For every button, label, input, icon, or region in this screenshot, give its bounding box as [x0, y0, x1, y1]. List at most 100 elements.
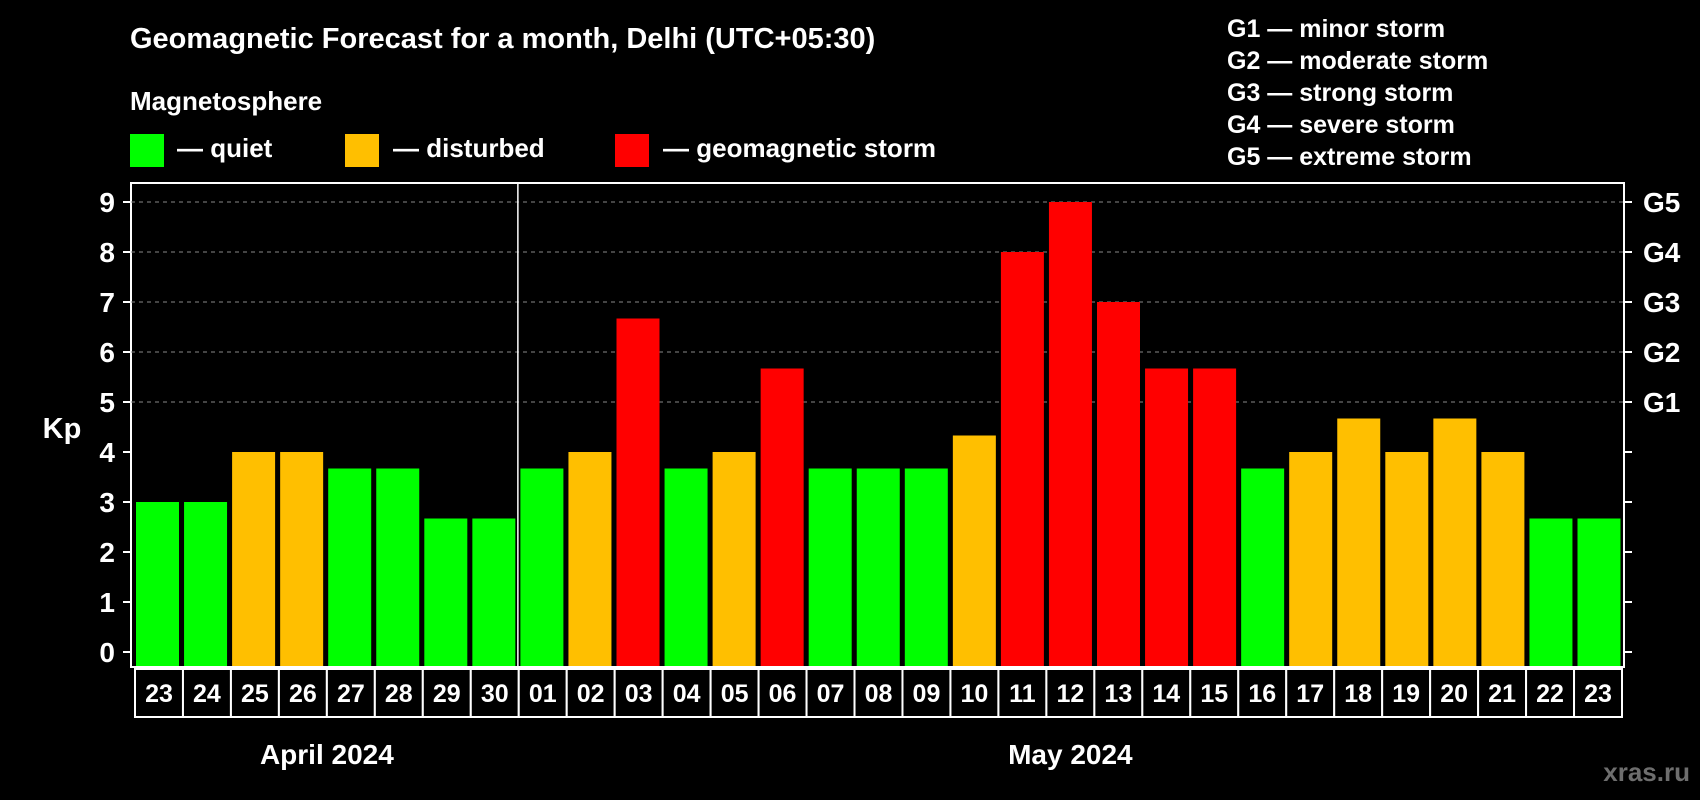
bar-quiet — [664, 468, 708, 666]
legend-swatch-quiet — [130, 134, 164, 167]
month-label: May 2024 — [1008, 739, 1133, 770]
bar-quiet — [472, 518, 516, 666]
bar-storm — [1000, 252, 1044, 666]
g-scale-label: G2 — [1643, 337, 1680, 368]
date-label: 10 — [961, 680, 989, 708]
bar-quiet — [184, 502, 228, 666]
legend-label-storm: — geomagnetic storm — [663, 133, 936, 163]
month-label: April 2024 — [260, 739, 394, 770]
bar-storm — [1145, 368, 1189, 666]
bar-disturbed — [1481, 452, 1525, 666]
date-cell — [709, 668, 760, 718]
date-cell — [1141, 668, 1192, 718]
date-label: 21 — [1488, 680, 1516, 708]
date-label: 02 — [577, 680, 605, 708]
date-cell — [757, 668, 808, 718]
y-tick-label: 0 — [99, 637, 115, 668]
date-label: 26 — [289, 680, 317, 708]
date-label: 07 — [817, 680, 845, 708]
bar-quiet — [328, 468, 372, 666]
bar-storm — [616, 318, 660, 666]
date-cell — [853, 668, 904, 718]
date-cell — [1285, 668, 1336, 718]
date-label: 17 — [1296, 680, 1324, 708]
bar-disturbed — [232, 452, 276, 666]
date-label: 12 — [1056, 680, 1084, 708]
bar-disturbed — [952, 435, 996, 666]
date-label: 23 — [1584, 680, 1612, 708]
date-cell — [469, 668, 520, 718]
date-label: 11 — [1009, 680, 1036, 708]
date-label: 28 — [385, 680, 413, 708]
bar-quiet — [376, 468, 420, 666]
bar-disturbed — [1385, 452, 1429, 666]
g-scale-label: G3 — [1643, 287, 1680, 318]
date-label: 08 — [865, 680, 893, 708]
bar-disturbed — [1337, 418, 1381, 666]
legend-swatch-disturbed — [345, 134, 379, 167]
legend-heading: Magnetosphere — [130, 86, 322, 116]
legend-swatch-storm — [615, 134, 649, 167]
storm-scale-g1: G1 — minor storm — [1227, 15, 1445, 43]
y-tick-label: 9 — [99, 187, 115, 218]
date-label: 05 — [721, 680, 749, 708]
date-cell — [1189, 668, 1240, 718]
storm-scale-g2: G2 — moderate storm — [1227, 47, 1488, 75]
bar-disturbed — [1433, 418, 1477, 666]
date-cell — [134, 668, 184, 718]
date-label: 30 — [481, 680, 509, 708]
date-label: 22 — [1536, 680, 1564, 708]
y-tick-label: 6 — [99, 337, 115, 368]
bar-storm — [1097, 302, 1140, 666]
bar-quiet — [520, 468, 564, 666]
bar-quiet — [1241, 468, 1285, 666]
date-cell — [1573, 668, 1623, 718]
date-label: 16 — [1248, 680, 1276, 708]
bar-storm — [760, 368, 804, 666]
date-label: 18 — [1344, 680, 1372, 708]
bar-quiet — [1577, 518, 1621, 666]
date-label: 25 — [241, 680, 269, 708]
watermark: xras.ru — [1603, 757, 1690, 787]
g-scale-label: G4 — [1643, 237, 1681, 268]
bar-quiet — [808, 468, 852, 666]
bar-disturbed — [1289, 452, 1333, 666]
y-tick-label: 4 — [99, 437, 115, 468]
date-cell — [1237, 668, 1288, 718]
chart-title: Geomagnetic Forecast for a month, Delhi … — [130, 23, 875, 55]
bar-disturbed — [568, 452, 612, 666]
bar-quiet — [136, 502, 179, 666]
date-label: 09 — [913, 680, 941, 708]
date-label: 20 — [1440, 680, 1468, 708]
storm-scale-g4: G4 — severe storm — [1227, 111, 1455, 139]
date-label: 13 — [1104, 680, 1132, 708]
bar-quiet — [904, 468, 948, 666]
y-axis-label: Kp — [43, 413, 82, 445]
y-tick-label: 1 — [99, 587, 115, 618]
date-label: 03 — [625, 680, 653, 708]
bar-quiet — [1529, 518, 1573, 666]
date-label: 04 — [673, 680, 701, 708]
date-cell — [325, 668, 376, 718]
storm-scale-legend: G1 — minor storm G2 — moderate storm G3 … — [1227, 15, 1488, 171]
date-label: 29 — [433, 680, 461, 708]
legend-label-quiet: — quiet — [177, 133, 273, 163]
g-scale-label: G5 — [1643, 187, 1680, 218]
date-label: 24 — [193, 680, 221, 708]
date-label: 19 — [1392, 680, 1420, 708]
date-cell — [901, 668, 952, 718]
date-label: 01 — [529, 680, 557, 708]
date-cell — [997, 668, 1048, 718]
date-cell — [373, 668, 424, 718]
date-label: 14 — [1152, 680, 1180, 708]
date-label: 23 — [145, 680, 173, 708]
date-cell — [1045, 668, 1096, 718]
date-cell — [421, 668, 472, 718]
legend: Magnetosphere — quiet — disturbed — geom… — [130, 86, 936, 167]
date-label: 15 — [1200, 680, 1228, 708]
y-tick-label: 8 — [99, 237, 115, 268]
bar-quiet — [424, 518, 468, 666]
bar-disturbed — [712, 452, 756, 666]
y-tick-label: 2 — [99, 537, 115, 568]
